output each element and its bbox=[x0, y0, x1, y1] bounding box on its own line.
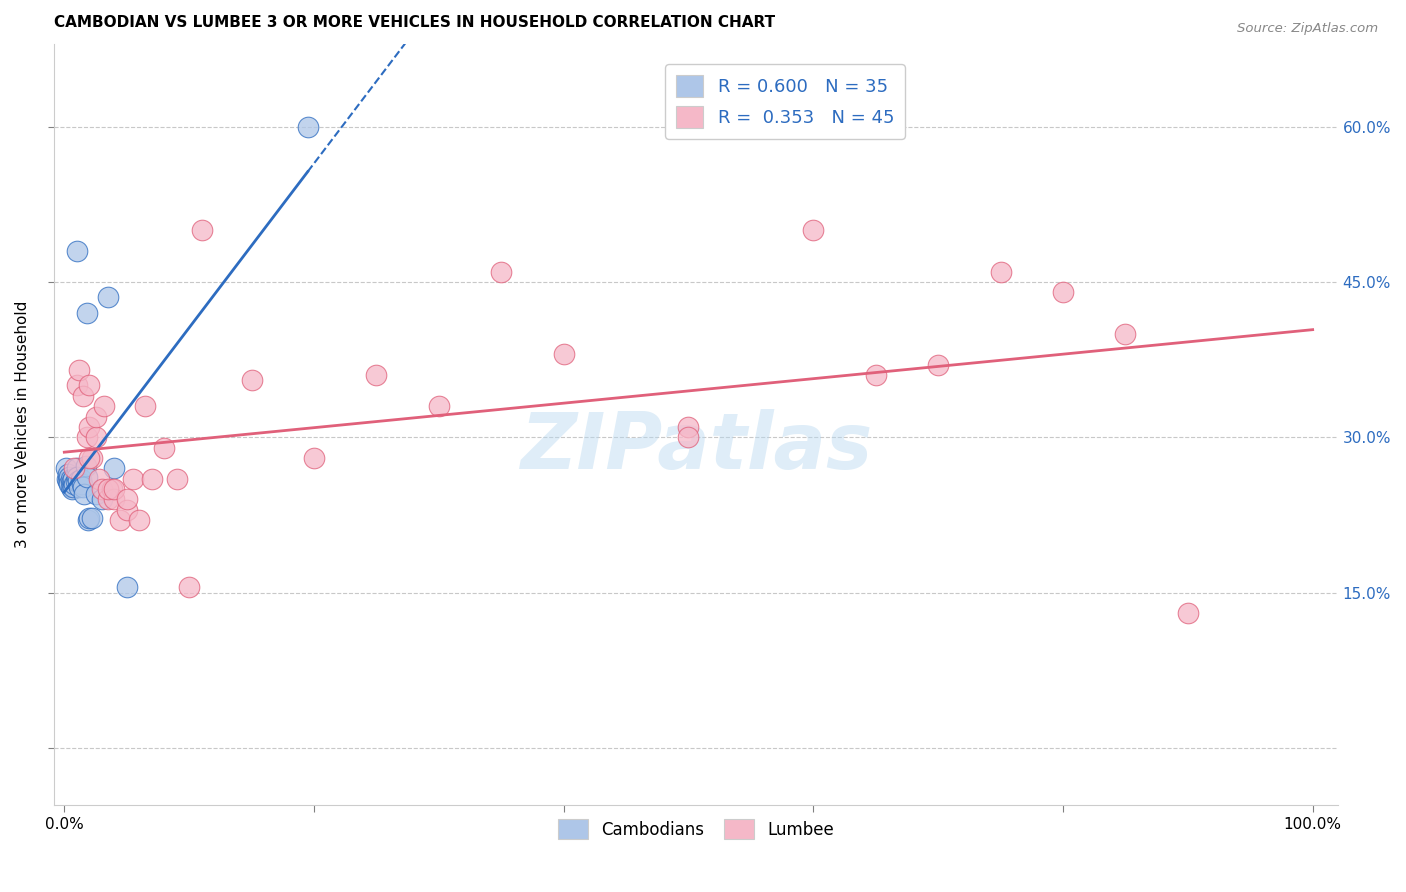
Text: ZIPatlas: ZIPatlas bbox=[520, 409, 872, 485]
Point bbox=[115, 581, 138, 595]
Legend: Cambodians, Lumbee: Cambodians, Lumbee bbox=[551, 813, 841, 847]
Point bbox=[89, 472, 111, 486]
Point bbox=[58, 476, 80, 491]
Point bbox=[1114, 326, 1136, 341]
Point bbox=[1052, 285, 1074, 300]
Point bbox=[1177, 607, 1199, 621]
Point bbox=[103, 482, 125, 496]
Point bbox=[62, 472, 84, 486]
Point bbox=[97, 482, 120, 496]
Point bbox=[77, 511, 100, 525]
Point bbox=[190, 223, 212, 237]
Point bbox=[103, 492, 125, 507]
Point bbox=[302, 450, 325, 465]
Point bbox=[62, 480, 84, 494]
Point bbox=[63, 461, 86, 475]
Point bbox=[59, 480, 82, 494]
Point bbox=[115, 503, 138, 517]
Point bbox=[128, 513, 150, 527]
Point bbox=[65, 474, 87, 488]
Point bbox=[75, 459, 97, 474]
Point bbox=[80, 511, 103, 525]
Y-axis label: 3 or more Vehicles in Household: 3 or more Vehicles in Household bbox=[15, 301, 30, 548]
Point bbox=[77, 513, 100, 527]
Point bbox=[166, 472, 188, 486]
Point bbox=[103, 461, 125, 475]
Point bbox=[72, 480, 94, 494]
Point bbox=[73, 487, 96, 501]
Point bbox=[427, 399, 450, 413]
Point bbox=[179, 581, 201, 595]
Point bbox=[153, 441, 176, 455]
Point bbox=[93, 399, 115, 413]
Point bbox=[77, 420, 100, 434]
Point bbox=[60, 474, 83, 488]
Point bbox=[927, 358, 949, 372]
Point bbox=[97, 290, 120, 304]
Point bbox=[76, 430, 98, 444]
Point bbox=[66, 474, 89, 488]
Point bbox=[55, 461, 77, 475]
Point bbox=[90, 492, 112, 507]
Point bbox=[240, 373, 263, 387]
Point bbox=[77, 378, 100, 392]
Point bbox=[990, 264, 1012, 278]
Point bbox=[76, 306, 98, 320]
Point bbox=[77, 450, 100, 465]
Point bbox=[100, 482, 122, 496]
Point bbox=[84, 430, 107, 444]
Point bbox=[678, 420, 700, 434]
Point bbox=[67, 363, 90, 377]
Point bbox=[90, 482, 112, 496]
Point bbox=[60, 482, 83, 496]
Point bbox=[66, 244, 89, 258]
Point bbox=[59, 472, 82, 486]
Point bbox=[366, 368, 388, 383]
Point bbox=[56, 467, 79, 481]
Point bbox=[63, 476, 86, 491]
Point bbox=[110, 513, 132, 527]
Point bbox=[97, 492, 120, 507]
Point bbox=[80, 450, 103, 465]
Point bbox=[134, 399, 156, 413]
Point bbox=[66, 461, 89, 475]
Point bbox=[84, 487, 107, 501]
Point bbox=[56, 472, 79, 486]
Text: CAMBODIAN VS LUMBEE 3 OR MORE VEHICLES IN HOUSEHOLD CORRELATION CHART: CAMBODIAN VS LUMBEE 3 OR MORE VEHICLES I… bbox=[55, 15, 776, 30]
Point bbox=[141, 472, 163, 486]
Point bbox=[72, 389, 94, 403]
Point bbox=[115, 492, 138, 507]
Point bbox=[801, 223, 824, 237]
Point bbox=[84, 409, 107, 424]
Point bbox=[76, 469, 98, 483]
Point bbox=[489, 264, 512, 278]
Point bbox=[58, 469, 80, 483]
Point bbox=[122, 472, 145, 486]
Point bbox=[553, 347, 575, 361]
Point bbox=[70, 476, 93, 491]
Point bbox=[67, 480, 90, 494]
Point bbox=[69, 472, 91, 486]
Point bbox=[297, 120, 319, 134]
Point bbox=[56, 474, 79, 488]
Point bbox=[66, 378, 89, 392]
Point bbox=[66, 469, 89, 483]
Point bbox=[865, 368, 887, 383]
Text: Source: ZipAtlas.com: Source: ZipAtlas.com bbox=[1237, 22, 1378, 36]
Point bbox=[678, 430, 700, 444]
